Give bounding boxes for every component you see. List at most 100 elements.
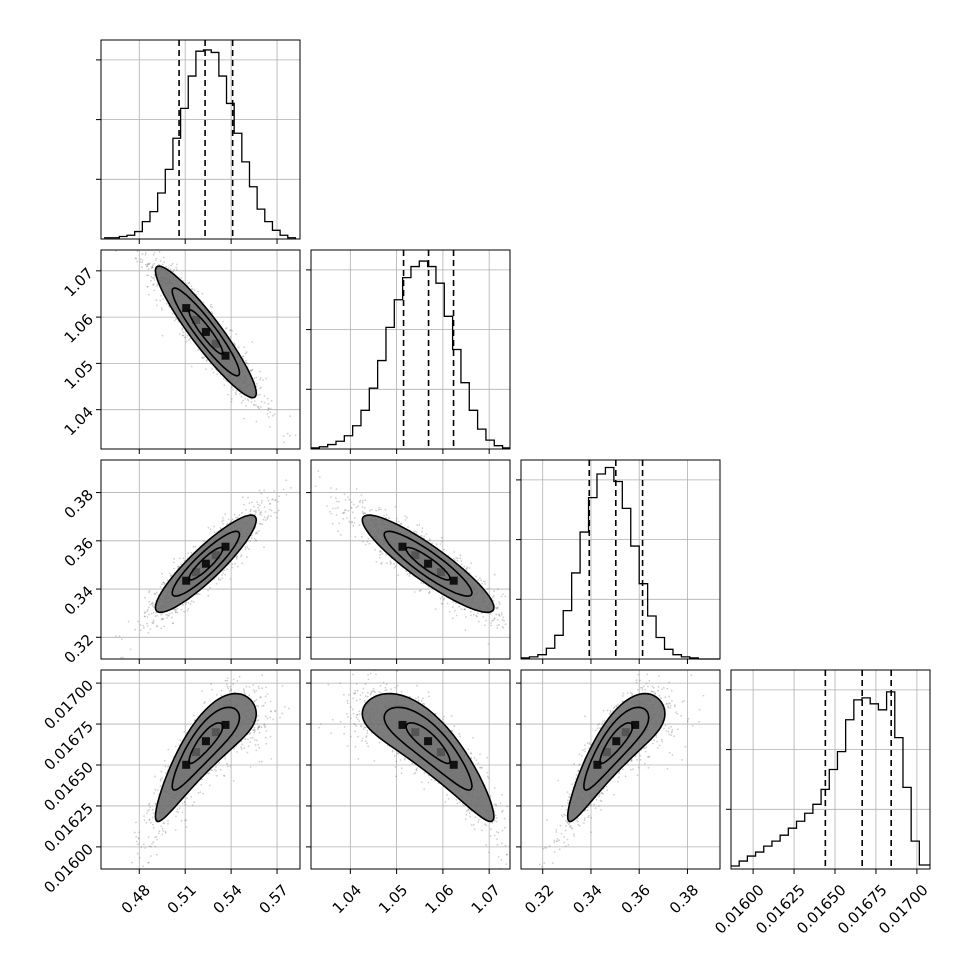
sample-point [379, 549, 382, 552]
sample-point [264, 511, 267, 513]
sample-point [153, 289, 156, 292]
sample-point [175, 815, 177, 818]
sample-point [166, 614, 169, 617]
sample-point [178, 565, 181, 568]
density-cell [182, 304, 191, 313]
sample-point [253, 700, 256, 703]
sample-point [408, 572, 411, 575]
sample-point [252, 668, 254, 670]
sample-point [149, 603, 152, 606]
sample-point [285, 493, 288, 496]
sample-point [151, 266, 154, 269]
sample-point [477, 620, 480, 623]
sample-point [229, 336, 232, 339]
sample-point [361, 540, 364, 543]
sample-point [455, 602, 457, 605]
sample-point [344, 499, 347, 501]
sample-point [253, 537, 256, 540]
sample-point [254, 532, 257, 535]
sample-point [492, 599, 495, 602]
axes-frame [730, 669, 931, 870]
sample-point [151, 602, 154, 605]
sample-point [241, 511, 243, 514]
sample-point [149, 262, 151, 265]
sample-point [172, 561, 175, 564]
sample-point [247, 399, 250, 402]
sample-point [330, 487, 332, 489]
sample-point [148, 803, 150, 806]
sample-point [167, 267, 170, 270]
sample-point [231, 566, 234, 569]
sample-point [493, 573, 496, 576]
sample-point [482, 616, 485, 618]
sample-point [223, 569, 226, 572]
sample-point [416, 524, 419, 526]
sample-point [394, 565, 397, 567]
sample-point [282, 488, 285, 491]
sample-point [425, 533, 428, 535]
sample-point [236, 751, 238, 753]
sample-point [440, 536, 443, 539]
sample-point [501, 618, 504, 621]
sample-point [441, 603, 444, 605]
sample-point [431, 542, 433, 545]
sample-point [523, 624, 525, 626]
sample-point [255, 376, 258, 379]
sample-point [217, 578, 220, 581]
sample-point [414, 530, 416, 533]
sample-point [375, 509, 377, 512]
sample-point [394, 505, 397, 508]
sample-point [147, 836, 150, 838]
sample-point [374, 549, 376, 551]
sample-point [136, 234, 138, 236]
sample-point [258, 726, 261, 728]
sample-point [259, 511, 262, 514]
sample-point [242, 355, 244, 358]
sample-point [492, 619, 495, 622]
sample-point [92, 187, 94, 189]
histogram-step-line [104, 49, 297, 239]
sample-point [364, 512, 367, 515]
sample-point [210, 310, 213, 313]
sample-point [256, 394, 259, 396]
sample-point [418, 590, 421, 592]
sample-point [232, 678, 235, 681]
sample-point [477, 612, 479, 615]
sample-point [253, 731, 256, 734]
sample-point [251, 736, 254, 739]
sample-point [459, 554, 462, 557]
sample-point [225, 327, 228, 329]
density-cell [449, 576, 458, 585]
sample-point [223, 384, 226, 387]
sample-point [190, 551, 193, 554]
sample-point [160, 778, 162, 780]
sample-point [404, 519, 407, 521]
sample-point [255, 531, 258, 534]
sample-point [460, 608, 463, 611]
sample-point [222, 522, 225, 525]
sample-point [138, 856, 141, 859]
sample-point [230, 329, 232, 331]
density-cell [411, 551, 420, 560]
sample-point [263, 723, 266, 726]
sample-point [247, 362, 250, 365]
sample-point [147, 262, 150, 265]
sample-point [270, 515, 272, 518]
sample-point [229, 765, 232, 767]
sample-point [423, 535, 426, 537]
sample-point [451, 606, 454, 609]
sample-point [211, 312, 214, 315]
sample-point [348, 498, 351, 501]
density-cell [182, 576, 191, 585]
sample-point [259, 378, 262, 381]
sample-point [429, 539, 431, 542]
density-cell [211, 339, 220, 348]
sample-point [270, 758, 273, 760]
sample-point [282, 435, 285, 437]
sample-point [390, 562, 392, 564]
sample-point [209, 305, 212, 308]
y-tick-label: 0.36 [61, 534, 97, 570]
sample-point [498, 615, 501, 617]
sample-point [159, 585, 162, 588]
sample-point [169, 268, 172, 270]
